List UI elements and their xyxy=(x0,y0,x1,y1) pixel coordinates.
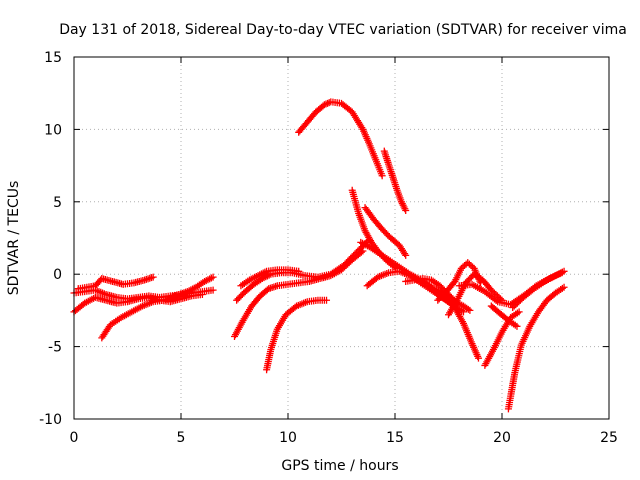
y-tick-label: -10 xyxy=(39,412,62,428)
series-arc-24 xyxy=(509,267,568,312)
x-tick-label: 25 xyxy=(600,430,618,446)
axis-ticks: 0 5 10 15 20 25 -10 -5 0 5 10 15 xyxy=(39,50,618,446)
series-arc-03 xyxy=(74,273,157,293)
chart-title: Day 131 of 2018, Sidereal Day-to-day VTE… xyxy=(59,22,627,38)
x-tick-label: 15 xyxy=(386,430,404,446)
series-arc-11 xyxy=(380,147,410,214)
data-point xyxy=(402,206,410,214)
data-point xyxy=(474,354,482,362)
x-tick-label: 0 xyxy=(70,430,79,446)
data-point xyxy=(560,267,568,275)
series-arc-22 xyxy=(487,302,521,330)
series-arc-23 xyxy=(504,283,568,413)
x-tick-label: 5 xyxy=(177,430,186,446)
data-point xyxy=(459,308,467,316)
data-point xyxy=(466,306,474,314)
data-point xyxy=(515,308,523,316)
data-point xyxy=(378,172,386,180)
y-tick-label: -5 xyxy=(48,340,62,356)
x-axis-title: GPS time / hours xyxy=(281,458,398,474)
series-arc-09 xyxy=(263,296,331,374)
data-point xyxy=(198,290,206,298)
series-arc-08 xyxy=(237,266,303,290)
data-point xyxy=(513,322,521,330)
series-arc-10 xyxy=(295,98,386,180)
y-tick-label: 5 xyxy=(53,195,62,211)
y-tick-label: 0 xyxy=(53,267,62,283)
data-point xyxy=(324,99,332,107)
data-point xyxy=(320,101,328,109)
data-point xyxy=(402,251,410,259)
data-point xyxy=(322,100,330,108)
data-point xyxy=(149,273,157,281)
data-point xyxy=(492,296,500,304)
grid-lines xyxy=(74,57,609,419)
data-point xyxy=(295,267,303,275)
data-point xyxy=(323,296,331,304)
y-tick-label: 10 xyxy=(44,122,62,138)
y-axis-title: SDTVAR / TECUs xyxy=(6,181,22,296)
series-arc-05 xyxy=(166,273,217,301)
data-point xyxy=(560,283,568,291)
series-arc-13 xyxy=(361,204,410,259)
plot-frame xyxy=(73,56,610,420)
data-point xyxy=(209,273,217,281)
data-point xyxy=(209,286,217,294)
y-tick-label: 15 xyxy=(44,50,62,66)
x-tick-label: 20 xyxy=(493,430,511,446)
x-tick-label: 10 xyxy=(279,430,297,446)
data-series xyxy=(70,98,568,413)
series-arc-19 xyxy=(445,270,506,319)
data-point xyxy=(464,305,472,313)
